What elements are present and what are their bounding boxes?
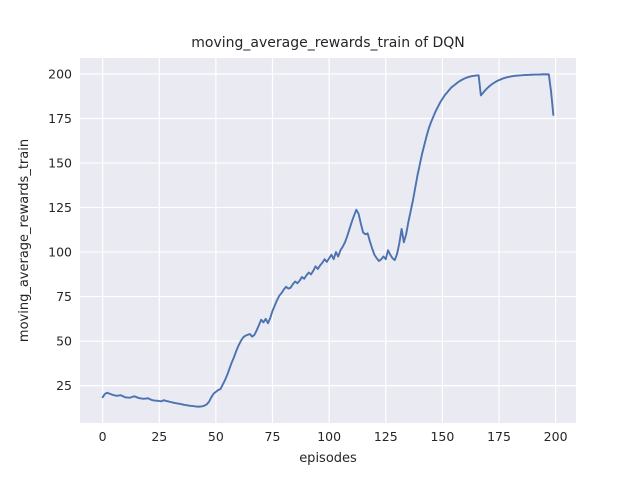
y-tick-labels: 25 50 75 100 125 150 175 200 (48, 67, 72, 394)
x-tick-label: 0 (99, 429, 107, 444)
x-tick-label: 100 (317, 429, 341, 444)
y-axis-label: moving_average_rewards_train (17, 139, 32, 342)
y-tick-label: 150 (48, 156, 72, 171)
x-tick-label: 200 (544, 429, 568, 444)
reward-line (101, 73, 555, 408)
x-tick-label: 150 (430, 429, 454, 444)
y-tick-label: 200 (48, 67, 72, 82)
x-axis-label: episodes (299, 451, 357, 466)
y-tick-label: 25 (56, 378, 72, 393)
y-tick-label: 50 (56, 334, 72, 349)
gridlines (80, 58, 576, 423)
x-tick-label: 25 (151, 429, 167, 444)
x-tick-label: 75 (265, 429, 281, 444)
x-tick-labels: 0 25 50 75 100 125 150 175 200 (99, 429, 568, 444)
y-tick-label: 125 (48, 200, 72, 215)
x-tick-label: 175 (487, 429, 511, 444)
series-line (101, 73, 555, 408)
x-tick-label: 50 (208, 429, 224, 444)
chart-title: moving_average_rewards_train of DQN (191, 35, 465, 51)
x-tick-label: 125 (374, 429, 398, 444)
y-tick-label: 100 (48, 245, 72, 260)
y-tick-label: 175 (48, 111, 72, 126)
plot-area-background (80, 58, 576, 423)
y-tick-label: 75 (56, 289, 72, 304)
